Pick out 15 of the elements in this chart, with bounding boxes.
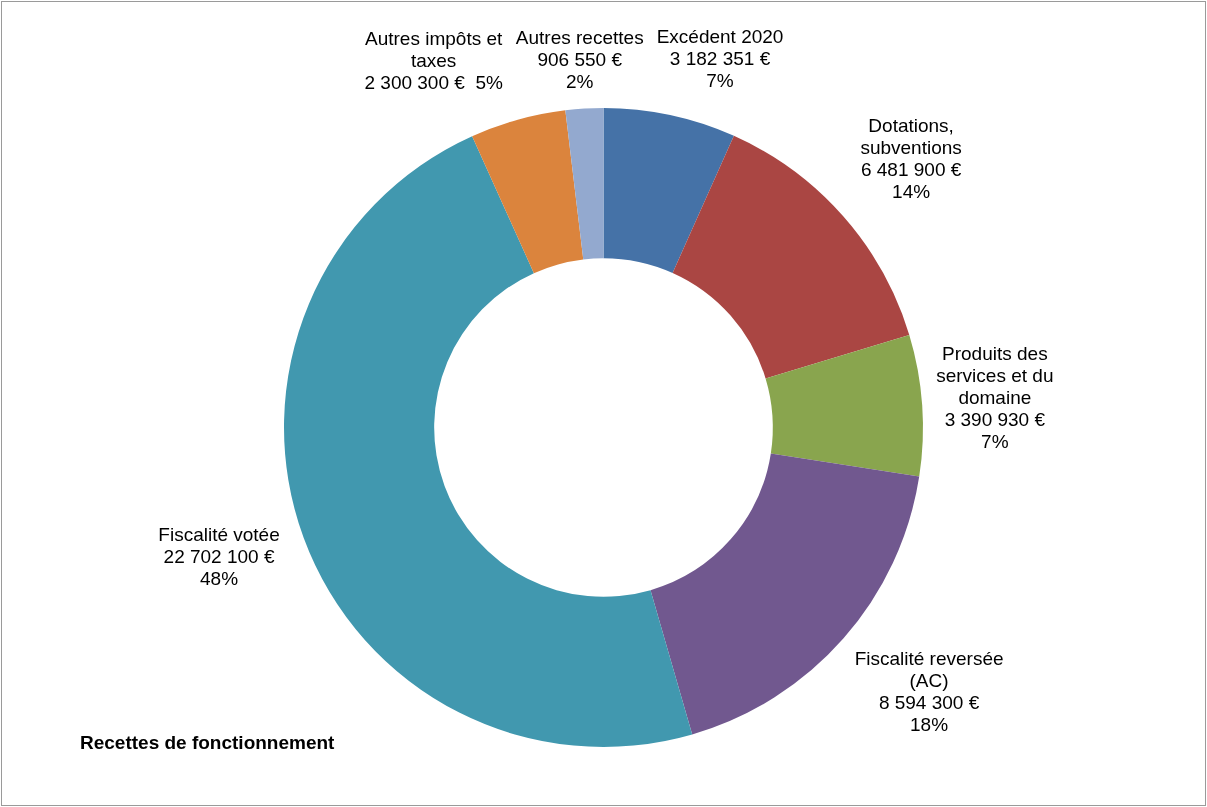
data-label: 906 550 € 2% bbox=[537, 48, 623, 92]
slice-label: Fiscalité reversée (AC) bbox=[854, 647, 1004, 691]
slice-label: Excédent 2020 bbox=[656, 25, 784, 47]
slice-label: Autres recettes bbox=[515, 26, 644, 48]
data-label: 2 300 300 € 5% bbox=[364, 72, 503, 94]
text: Recettes de fonctionnement bbox=[80, 732, 335, 754]
data-label: 3 182 351 € 7% bbox=[669, 47, 771, 91]
data-label: 6 481 900 € 14% bbox=[860, 158, 962, 202]
data-label: 22 702 100 € 48% bbox=[163, 546, 275, 590]
slice-label: Produits des services et du domaine bbox=[936, 343, 1054, 409]
data-label: 3 390 930 € 7% bbox=[944, 409, 1046, 453]
slice-label: Autres impôts et taxes bbox=[365, 28, 504, 72]
data-label: 8 594 300 € 18% bbox=[878, 691, 980, 735]
slice-label: Dotations, subventions bbox=[860, 114, 962, 158]
slice-label: Fiscalité votée bbox=[158, 524, 280, 546]
